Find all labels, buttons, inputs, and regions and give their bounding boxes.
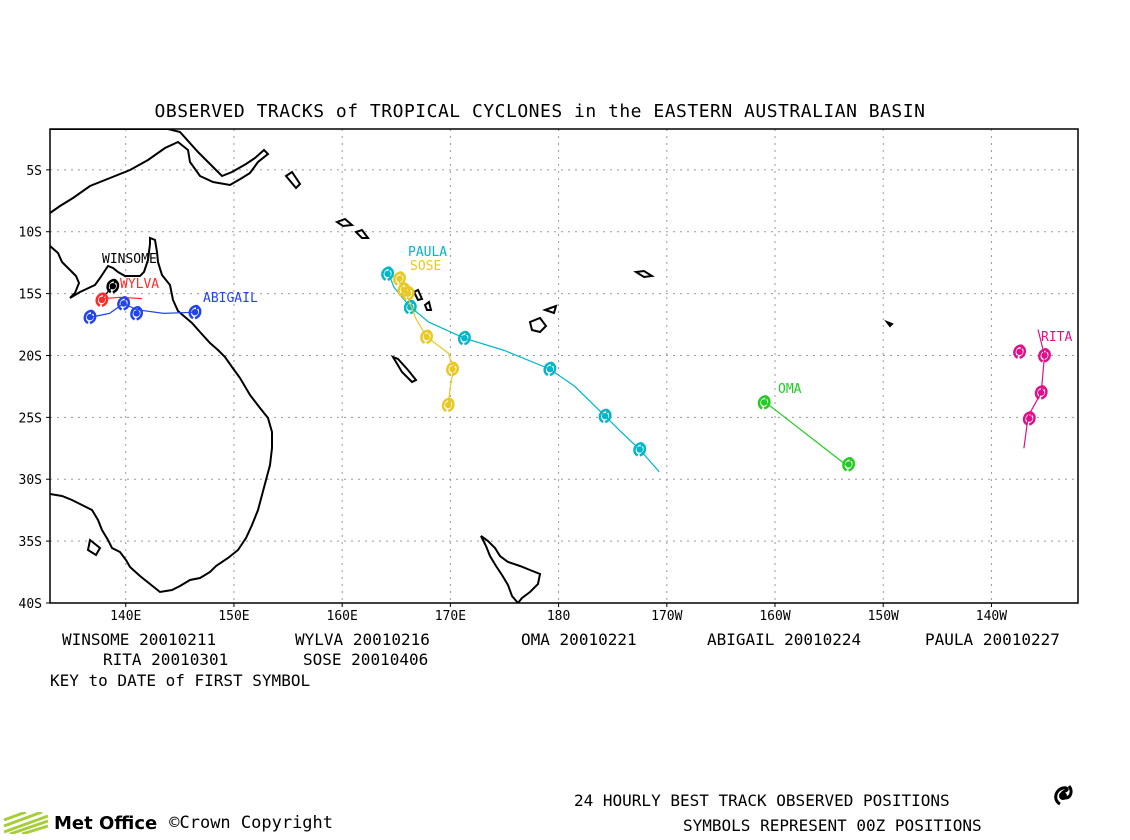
- cyclone-position-marker: [106, 278, 120, 294]
- coast-vanuatu: [412, 288, 424, 302]
- lat-label: 5S: [26, 164, 42, 179]
- cyclone-position-marker: [842, 456, 855, 472]
- coast-tasmania: [86, 538, 102, 557]
- cyclone-position-marker: [1038, 348, 1051, 363]
- lon-label: 160W: [759, 609, 790, 624]
- storm-label-oma: OMA: [778, 382, 802, 397]
- met-office-logo: Met Office ©Crown Copyright: [2, 812, 333, 834]
- lat-label: 15S: [19, 288, 42, 303]
- cyclone-position-marker: [130, 305, 143, 321]
- cyclone-tracks: [83, 266, 1051, 473]
- legend-line-2: SYMBOLS REPRESENT 00Z POSITIONS: [683, 816, 982, 835]
- lon-label: 170W: [651, 609, 682, 624]
- key-rita: RITA 20010301: [103, 650, 229, 669]
- cyclone-position-marker: [420, 329, 433, 345]
- storm-label-sose: SOSE: [410, 259, 441, 274]
- lon-label: 140W: [976, 609, 1007, 624]
- cyclone-position-marker: [446, 361, 459, 377]
- lon-label: 150W: [868, 609, 899, 624]
- cyclone-position-marker: [188, 304, 202, 320]
- key-winsome: WINSOME 20010211: [62, 630, 217, 649]
- key-oma: OMA 20010221: [521, 630, 637, 649]
- cyclone-position-marker: [117, 296, 130, 311]
- cyclone-position-marker: [543, 361, 557, 377]
- track-oma: [763, 400, 849, 468]
- coast-fiji-2: [541, 304, 558, 315]
- track-rita: [1023, 329, 1046, 449]
- lat-label: 35S: [19, 535, 42, 550]
- lat-label: 30S: [19, 473, 42, 488]
- storm-label-winsome: WINSOME: [102, 252, 157, 267]
- coast-new-guinea: [50, 129, 270, 214]
- coast-vanuatu-2: [423, 300, 433, 311]
- key-wylva: WYLVA 20010216: [295, 630, 430, 649]
- coast-solomons-1: [334, 217, 355, 228]
- cyclone-position-marker: [757, 395, 771, 410]
- cyclone-position-marker: [95, 292, 109, 307]
- map-title: OBSERVED TRACKS of TROPICAL CYCLONES in …: [154, 101, 926, 122]
- met-office-brand: Met Office: [54, 812, 158, 834]
- cyclone-position-marker: [83, 309, 97, 325]
- track-abigail: [90, 302, 197, 318]
- coast-fiji-1: [528, 316, 548, 334]
- storm-label-abigail: ABIGAIL: [203, 291, 258, 306]
- map-frame: [49, 128, 1079, 604]
- coast-australia: [50, 236, 273, 594]
- storm-label-paula: PAULA: [408, 245, 447, 260]
- cyclone-position-marker: [401, 286, 415, 301]
- cyclone-position-marker: [598, 408, 612, 424]
- coast-cook: [884, 319, 894, 328]
- lon-label: 180: [547, 609, 570, 624]
- coastlines: [50, 129, 894, 603]
- coast-samoa: [633, 269, 655, 279]
- cyclone-symbol-icon: [1054, 785, 1073, 806]
- cyclone-position-marker: [441, 397, 455, 413]
- lon-label: 150E: [218, 609, 249, 624]
- coast-new-caledonia: [390, 354, 418, 384]
- key-paula: PAULA 20010227: [925, 630, 1060, 649]
- coast-new-britain: [284, 170, 302, 190]
- lon-label: 160E: [327, 609, 358, 624]
- legend-line-1: 24 HOURLY BEST TRACK OBSERVED POSITIONS: [574, 791, 950, 810]
- lat-label: 40S: [19, 597, 42, 612]
- key-abigail: ABIGAIL 20010224: [707, 630, 862, 649]
- coast-new-zealand: [480, 535, 542, 603]
- cyclone-position-marker: [1034, 385, 1048, 400]
- storm-label-wylva: WYLVA: [120, 277, 159, 292]
- cyclone-position-marker: [1022, 411, 1036, 426]
- lon-label: 170E: [435, 609, 466, 624]
- lon-label: 140E: [110, 609, 141, 624]
- lat-label: 25S: [19, 411, 42, 426]
- axis-labels: 5S 10S 15S 20S 25S 30S 35S 40S 140E 150E 160E 170E 1…: [19, 164, 1008, 624]
- coast-solomons-2: [354, 228, 370, 239]
- lat-label: 20S: [19, 349, 42, 364]
- met-office-logo-icon: [3, 812, 49, 834]
- cyclone-position-marker: [381, 266, 394, 281]
- key-note: KEY to DATE of FIRST SYMBOL: [50, 671, 311, 690]
- graticule-grid: [50, 129, 1078, 603]
- copyright-text: ©Crown Copyright: [169, 813, 334, 833]
- cyclone-position-marker: [1013, 344, 1026, 359]
- key-sose: SOSE 20010406: [303, 650, 429, 669]
- storm-label-rita: RITA: [1041, 330, 1072, 345]
- cyclone-position-marker: [633, 442, 647, 457]
- cyclone-position-marker: [458, 330, 471, 346]
- lat-label: 10S: [19, 226, 42, 241]
